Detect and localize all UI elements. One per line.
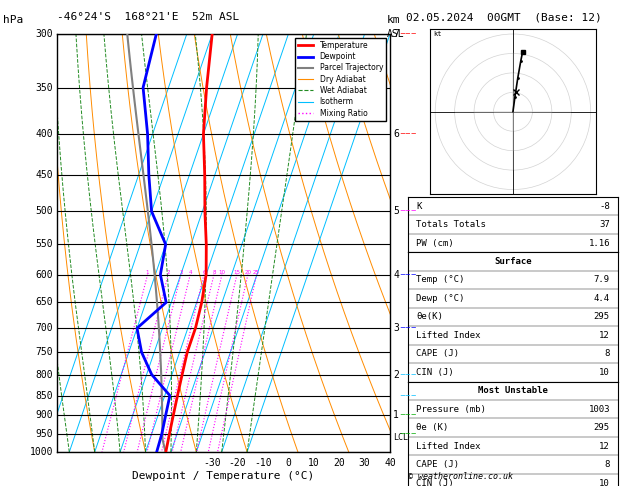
Text: 20: 20 [245, 270, 252, 275]
Text: 40: 40 [384, 458, 396, 468]
Text: 8: 8 [604, 349, 610, 358]
Text: 550: 550 [36, 240, 53, 249]
Text: 30: 30 [359, 458, 370, 468]
Text: Lifted Index: Lifted Index [416, 331, 481, 340]
Text: km: km [387, 15, 400, 25]
Text: −−−: −−− [399, 272, 417, 278]
Text: -10: -10 [254, 458, 272, 468]
Text: Temp (°C): Temp (°C) [416, 276, 464, 284]
Text: 2: 2 [167, 270, 170, 275]
Text: 6: 6 [202, 270, 206, 275]
Text: 4.4: 4.4 [594, 294, 610, 303]
Text: 900: 900 [36, 410, 53, 420]
Text: 4: 4 [393, 270, 399, 279]
Text: −−−: −−− [399, 208, 417, 214]
Text: kt: kt [433, 31, 442, 37]
Text: ASL: ASL [387, 29, 404, 39]
Text: 10: 10 [218, 270, 225, 275]
Text: -30: -30 [203, 458, 221, 468]
Text: 350: 350 [36, 83, 53, 92]
Text: −−−: −−− [399, 371, 417, 378]
Text: θe(K): θe(K) [416, 312, 443, 321]
Text: 2: 2 [393, 369, 399, 380]
Text: CAPE (J): CAPE (J) [416, 460, 459, 469]
Text: 10: 10 [599, 479, 610, 486]
Text: 1003: 1003 [588, 405, 610, 414]
Text: 950: 950 [36, 429, 53, 439]
Text: 25: 25 [253, 270, 260, 275]
Text: 600: 600 [36, 270, 53, 279]
Text: 20: 20 [333, 458, 345, 468]
Text: 1000: 1000 [30, 447, 53, 457]
Text: -20: -20 [229, 458, 247, 468]
Text: Dewp (°C): Dewp (°C) [416, 294, 464, 303]
Text: Mixing Ratio (g/kg): Mixing Ratio (g/kg) [412, 195, 421, 291]
Text: 8: 8 [604, 460, 610, 469]
Text: −−−: −−− [399, 325, 417, 331]
Text: 10: 10 [308, 458, 320, 468]
Text: −−−: −−− [399, 431, 417, 437]
Text: 15: 15 [233, 270, 240, 275]
Text: 400: 400 [36, 129, 53, 139]
Text: 3: 3 [393, 323, 399, 333]
Text: 02.05.2024  00GMT  (Base: 12): 02.05.2024 00GMT (Base: 12) [406, 12, 601, 22]
Text: 450: 450 [36, 170, 53, 180]
Text: 1: 1 [393, 410, 399, 420]
Text: 0: 0 [286, 458, 291, 468]
Text: 300: 300 [36, 29, 53, 39]
Text: 7.9: 7.9 [594, 276, 610, 284]
Text: −−−: −−− [399, 131, 417, 137]
Text: 700: 700 [36, 323, 53, 333]
Text: θe (K): θe (K) [416, 423, 448, 432]
Text: 850: 850 [36, 391, 53, 400]
Text: 6: 6 [393, 129, 399, 139]
Text: −−−: −−− [399, 31, 417, 37]
Text: 37: 37 [599, 220, 610, 229]
Text: Surface: Surface [494, 257, 532, 266]
Text: Dewpoint / Temperature (°C): Dewpoint / Temperature (°C) [132, 471, 314, 481]
Text: 295: 295 [594, 312, 610, 321]
Text: 7: 7 [393, 29, 399, 39]
Text: 10: 10 [599, 368, 610, 377]
Text: hPa: hPa [3, 15, 23, 25]
Text: 650: 650 [36, 297, 53, 308]
Text: -8: -8 [599, 202, 610, 210]
Text: 295: 295 [594, 423, 610, 432]
Text: Lifted Index: Lifted Index [416, 442, 481, 451]
Text: −−−: −−− [399, 393, 417, 399]
Text: Pressure (mb): Pressure (mb) [416, 405, 486, 414]
Text: 5: 5 [393, 207, 399, 216]
Text: K: K [416, 202, 421, 210]
Text: 800: 800 [36, 369, 53, 380]
Legend: Temperature, Dewpoint, Parcel Trajectory, Dry Adiabat, Wet Adiabat, Isotherm, Mi: Temperature, Dewpoint, Parcel Trajectory… [295, 38, 386, 121]
Text: −−−: −−− [399, 413, 417, 418]
Text: 1.16: 1.16 [588, 239, 610, 247]
Text: Most Unstable: Most Unstable [478, 386, 548, 395]
Text: © weatheronline.co.uk: © weatheronline.co.uk [408, 472, 513, 481]
Text: 12: 12 [599, 442, 610, 451]
Text: 4: 4 [189, 270, 192, 275]
Text: 1: 1 [146, 270, 149, 275]
Text: LCL: LCL [393, 434, 408, 442]
Text: 8: 8 [212, 270, 216, 275]
Text: CAPE (J): CAPE (J) [416, 349, 459, 358]
Text: CIN (J): CIN (J) [416, 368, 454, 377]
Text: -46°24'S  168°21'E  52m ASL: -46°24'S 168°21'E 52m ASL [57, 12, 239, 22]
Text: 3: 3 [179, 270, 182, 275]
Text: CIN (J): CIN (J) [416, 479, 454, 486]
Text: 500: 500 [36, 207, 53, 216]
Text: 750: 750 [36, 347, 53, 357]
Text: 12: 12 [599, 331, 610, 340]
Text: Totals Totals: Totals Totals [416, 220, 486, 229]
Text: PW (cm): PW (cm) [416, 239, 454, 247]
